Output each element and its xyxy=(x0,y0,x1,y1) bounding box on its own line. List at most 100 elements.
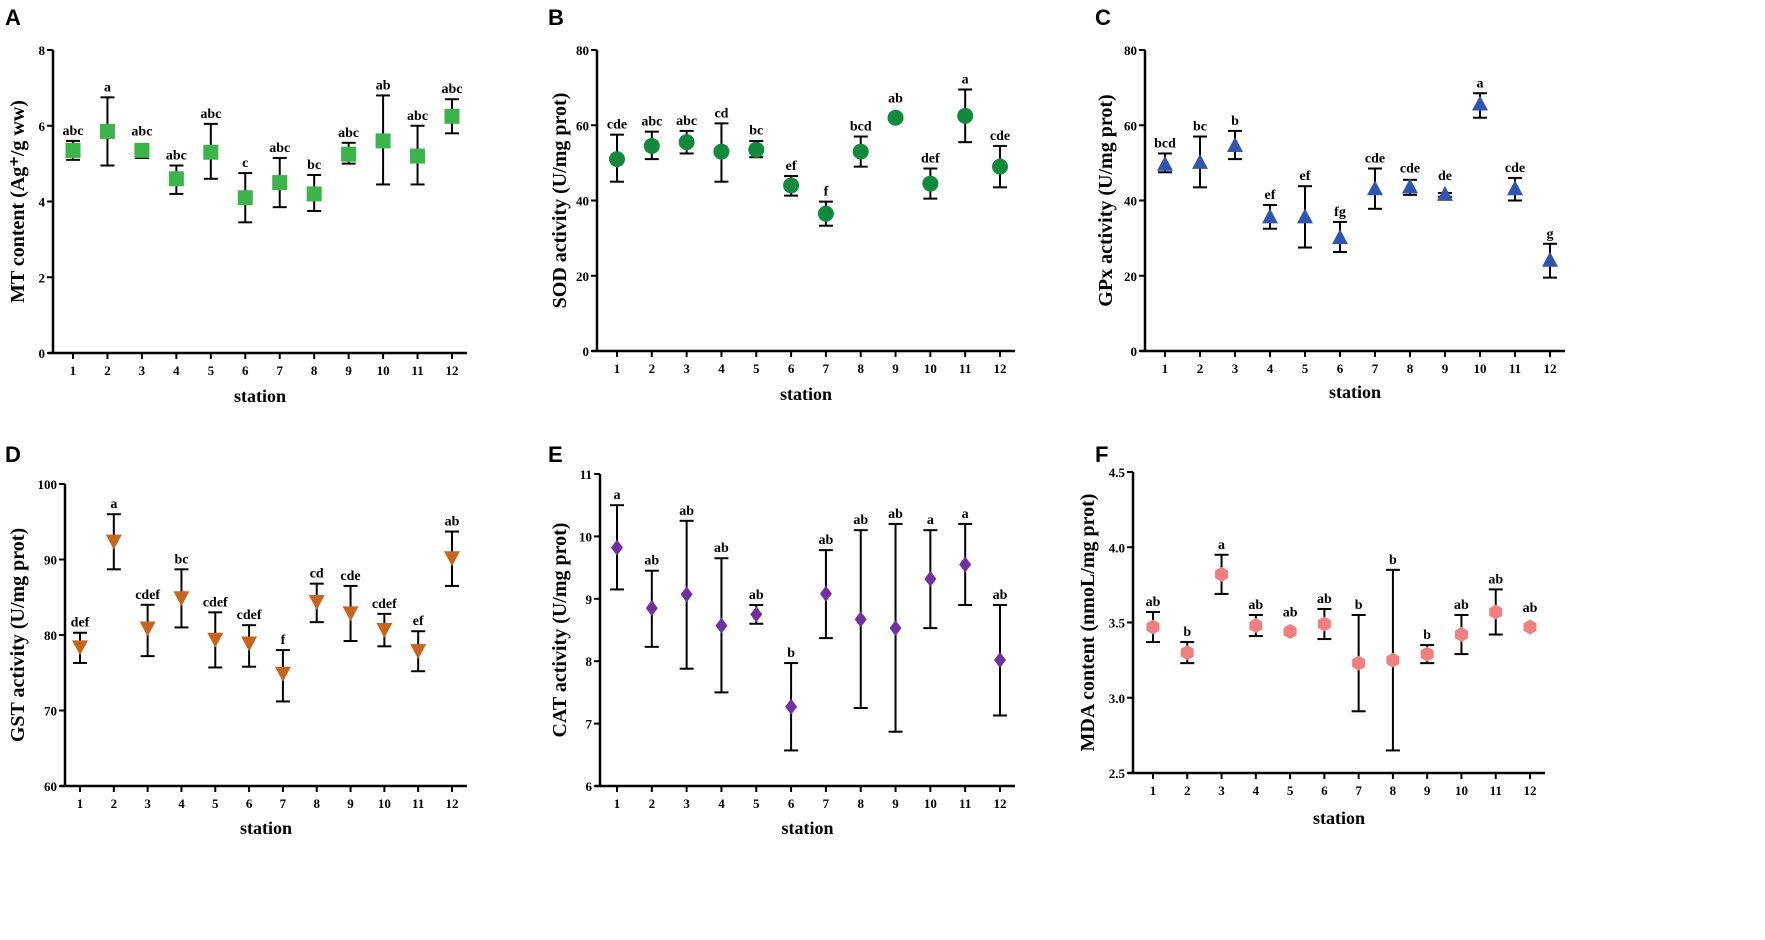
data-point xyxy=(1523,619,1537,635)
data-point xyxy=(341,146,357,162)
x-tick-label: 4 xyxy=(173,363,180,378)
x-tick-label: 7 xyxy=(823,361,830,376)
significance-letter: cdef xyxy=(135,588,160,603)
x-tick-label: 7 xyxy=(1372,361,1379,376)
y-tick-label: 20 xyxy=(576,269,589,284)
data-point xyxy=(65,142,81,158)
significance-letter: b xyxy=(1389,553,1397,568)
data-point xyxy=(105,534,122,550)
y-axis-label: GPx activity (U/mg prot) xyxy=(1095,94,1117,306)
x-tick-label: 7 xyxy=(280,796,287,811)
x-tick-label: 8 xyxy=(857,361,864,376)
x-tick-label: 9 xyxy=(1424,783,1431,798)
x-tick-label: 4 xyxy=(178,796,185,811)
data-point xyxy=(1317,616,1331,632)
y-tick-label: 90 xyxy=(44,553,57,568)
y-tick-label: 70 xyxy=(44,704,57,719)
data-point xyxy=(237,190,253,206)
significance-letter: f xyxy=(824,185,829,200)
x-tick-label: 10 xyxy=(378,796,391,811)
data-point xyxy=(1180,645,1194,661)
x-tick-label: 5 xyxy=(1302,361,1309,376)
data-point xyxy=(922,175,939,192)
significance-letter: ef xyxy=(413,614,424,629)
significance-letter: abc xyxy=(200,107,221,122)
panel-c: C 0 20 40 60 80 1 bcd 2 bc 3 b 4 ef 5 ef 6 fg 7 cde 8 cde 9 de 1… xyxy=(1095,5,1565,402)
panel-letter: B xyxy=(548,5,564,30)
data-point xyxy=(887,109,904,126)
significance-letter: cd xyxy=(310,567,324,582)
significance-letter: ab xyxy=(888,507,903,522)
significance-letter: ab xyxy=(1523,601,1538,616)
x-tick-label: 5 xyxy=(208,363,215,378)
x-tick-label: 3 xyxy=(683,361,690,376)
x-tick-label: 1 xyxy=(614,796,621,811)
data-point xyxy=(1454,627,1468,643)
x-tick-label: 5 xyxy=(753,361,760,376)
significance-letter: ab xyxy=(1248,598,1263,613)
x-tick-label: 11 xyxy=(1490,783,1502,798)
data-point xyxy=(1262,208,1278,224)
significance-letter: bc xyxy=(174,552,188,567)
x-tick-label: 8 xyxy=(1407,361,1414,376)
y-axis-label: MDA content (nmoL/mg prot) xyxy=(1077,494,1099,752)
data-point xyxy=(1507,180,1523,196)
significance-letter: ab xyxy=(644,554,659,569)
significance-letter: b xyxy=(1231,114,1239,129)
data-point xyxy=(750,606,763,623)
significance-letter: ab xyxy=(1454,598,1469,613)
x-axis-label: station xyxy=(1313,808,1365,828)
significance-letter: a xyxy=(110,497,117,512)
significance-letter: ab xyxy=(679,504,694,519)
significance-letter: abc xyxy=(166,149,187,164)
significance-letter: de xyxy=(1438,169,1452,184)
x-axis-label: station xyxy=(780,384,832,404)
x-tick-label: 10 xyxy=(377,363,390,378)
significance-letter: def xyxy=(71,616,90,631)
significance-letter: cdef xyxy=(372,597,397,612)
x-tick-label: 4 xyxy=(1267,361,1274,376)
x-tick-label: 4 xyxy=(1253,783,1260,798)
y-tick-label: 80 xyxy=(1124,43,1137,58)
significance-letter: abc xyxy=(442,82,463,97)
x-tick-label: 5 xyxy=(212,796,219,811)
x-tick-label: 9 xyxy=(892,361,899,376)
x-tick-label: 10 xyxy=(924,796,937,811)
x-tick-label: 5 xyxy=(1287,783,1294,798)
x-tick-label: 4 xyxy=(718,796,725,811)
y-tick-label: 8 xyxy=(39,43,46,58)
x-tick-label: 11 xyxy=(412,796,424,811)
significance-letter: ef xyxy=(1265,188,1276,203)
panel-b: B 0 20 40 60 80 1 cde 2 abc 3 abc 4 cd 5 bc 6 ef 7 f 8 bcd 9 ab… xyxy=(548,5,1015,404)
significance-letter: abc xyxy=(338,126,359,141)
y-tick-label: 4.5 xyxy=(1109,465,1126,480)
significance-letter: cdef xyxy=(237,608,262,623)
x-tick-label: 12 xyxy=(446,796,459,811)
data-point xyxy=(444,551,460,567)
data-point xyxy=(139,621,156,637)
significance-letter: cde xyxy=(1365,152,1385,167)
significance-letter: ab xyxy=(1317,592,1332,607)
significance-letter: abc xyxy=(131,124,152,139)
panel-e: E678910111a2ab3ab4ab5ab6b7ab8ab9ab10a11a… xyxy=(548,442,1015,838)
significance-letter: a xyxy=(1218,538,1225,553)
y-tick-label: 100 xyxy=(38,477,58,492)
x-tick-label: 8 xyxy=(857,796,864,811)
data-point xyxy=(994,651,1006,668)
y-tick-label: 6 xyxy=(586,779,593,794)
x-tick-label: 1 xyxy=(70,363,77,378)
x-tick-label: 3 xyxy=(683,796,690,811)
x-axis-label: station xyxy=(781,818,833,838)
x-tick-label: 3 xyxy=(144,796,151,811)
significance-letter: ef xyxy=(786,159,797,174)
y-axis-label: GST activity (U/mg prot) xyxy=(7,528,29,742)
x-tick-label: 9 xyxy=(345,363,352,378)
panel-f: F 2.5 3.0 3.5 4.0 4.5 1 ab 2 b 3 a 4 ab 5 ab 6 ab 7 b 8 b 9 b 10… xyxy=(1077,442,1545,828)
significance-letter: cd xyxy=(714,106,728,121)
y-tick-label: 10 xyxy=(579,529,592,544)
x-tick-label: 10 xyxy=(1455,783,1468,798)
data-point xyxy=(924,570,937,587)
y-tick-label: 80 xyxy=(576,43,589,58)
significance-letter: g xyxy=(1547,227,1554,242)
